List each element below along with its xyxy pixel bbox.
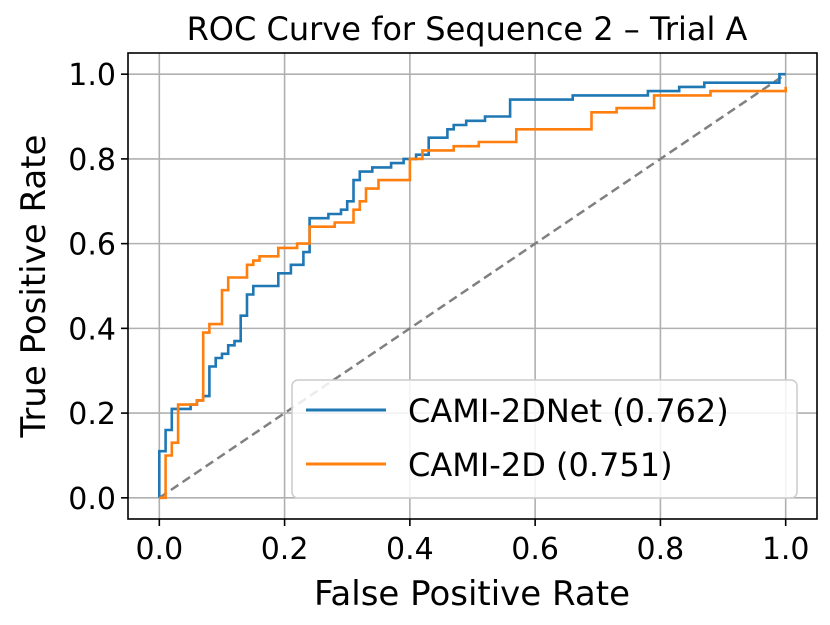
plot-frame xyxy=(127,52,818,520)
series-lines xyxy=(158,72,787,500)
x-tick-label: 0.8 xyxy=(637,532,685,567)
series-line-cami-2d xyxy=(159,86,787,500)
series-line-cami-2dnet xyxy=(158,72,786,498)
y-tick-label: 0.4 xyxy=(68,312,116,347)
y-tick-label: 0.8 xyxy=(68,143,116,178)
legend-box xyxy=(291,379,798,499)
reference-diagonal xyxy=(158,73,787,499)
x-axis-label: False Positive Rate xyxy=(314,574,630,614)
chart-title: ROC Curve for Sequence 2 – Trial A xyxy=(187,10,748,48)
x-tick-label: 0.6 xyxy=(511,532,559,567)
ticks: 0.0 0.2 0.4 0.6 0.8 1.0 0.0 0.2 0.4 0.6 0.8 1.0 xyxy=(68,58,809,567)
y-tick-label: 0.6 xyxy=(68,228,116,263)
y-tick-label: 0.2 xyxy=(68,397,116,432)
legend-label-cami-2d: CAMI-2D (0.751) xyxy=(408,446,673,484)
x-tick-label: 0.2 xyxy=(261,532,309,567)
x-tick-label: 0.4 xyxy=(386,532,434,567)
y-tick-label: 0.0 xyxy=(68,482,116,517)
x-tick-label: 0.0 xyxy=(135,532,183,567)
grid xyxy=(128,53,817,519)
y-axis-label: True Positive Rate xyxy=(14,135,54,439)
chance-line xyxy=(158,73,787,499)
x-tick-label: 1.0 xyxy=(762,532,810,567)
y-tick-label: 1.0 xyxy=(68,58,116,93)
legend-label-cami-2dnet: CAMI-2DNet (0.762) xyxy=(408,392,729,430)
legend: CAMI-2DNet (0.762) CAMI-2D (0.751) xyxy=(291,379,798,499)
